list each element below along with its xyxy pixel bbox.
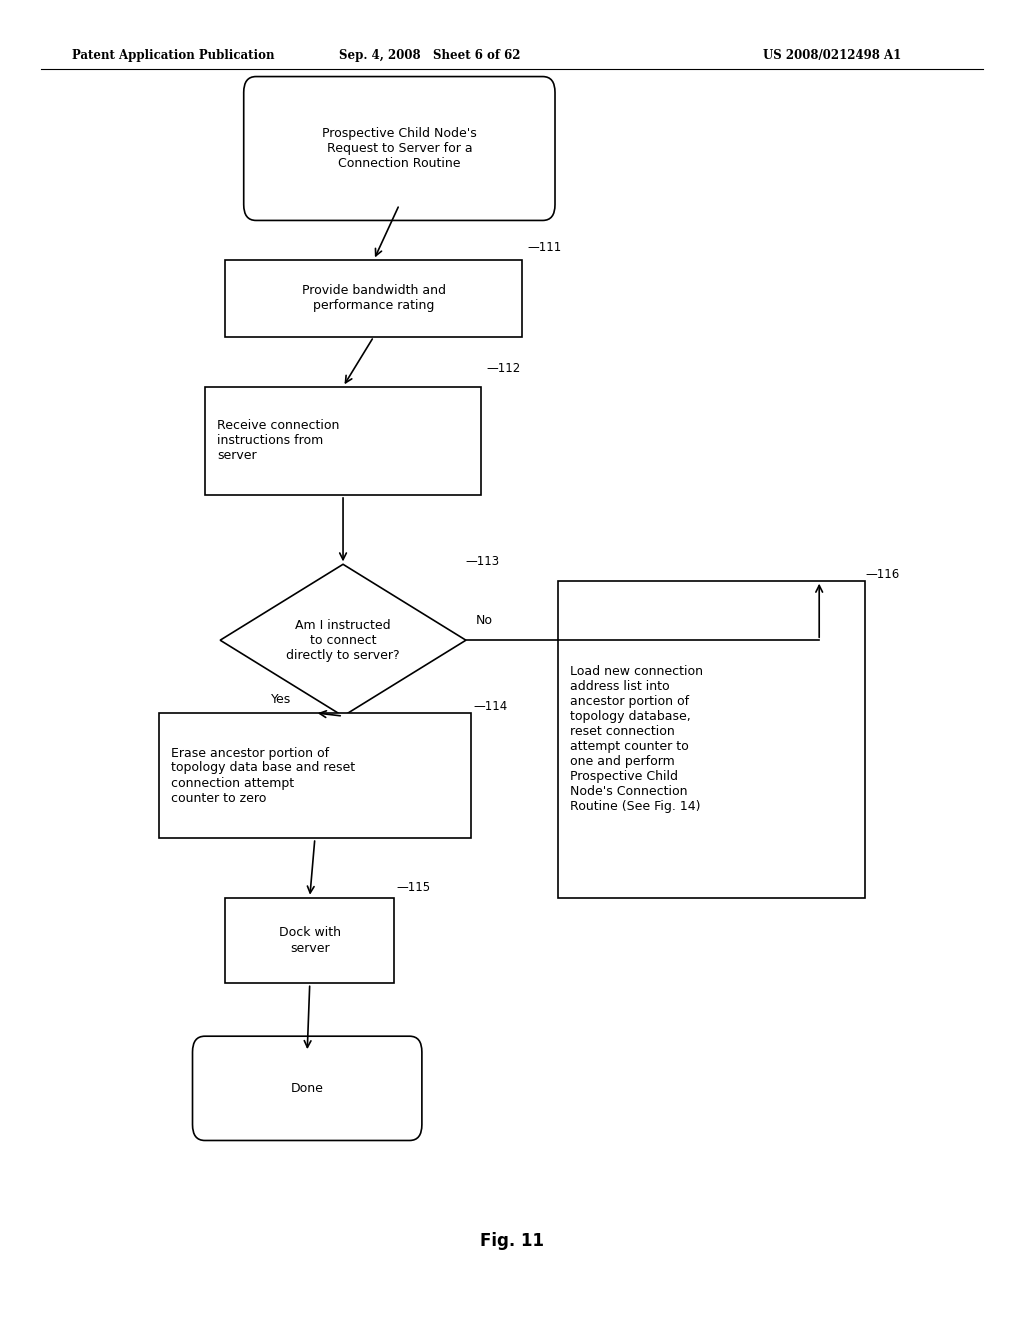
FancyBboxPatch shape — [244, 77, 555, 220]
Text: Patent Application Publication: Patent Application Publication — [72, 49, 274, 62]
Polygon shape — [220, 565, 466, 715]
Text: Done: Done — [291, 1082, 324, 1094]
Text: Yes: Yes — [271, 693, 292, 706]
FancyBboxPatch shape — [193, 1036, 422, 1140]
Text: No: No — [476, 614, 494, 627]
Bar — [225, 898, 394, 983]
Text: —115: —115 — [396, 880, 430, 894]
Text: US 2008/0212498 A1: US 2008/0212498 A1 — [763, 49, 901, 62]
Text: Prospective Child Node's
Request to Server for a
Connection Routine: Prospective Child Node's Request to Serv… — [322, 127, 477, 170]
Text: —114: —114 — [473, 700, 507, 713]
Text: —112: —112 — [486, 362, 520, 375]
Bar — [205, 387, 481, 495]
Text: —111: —111 — [527, 240, 561, 253]
Text: Provide bandwidth and
performance rating: Provide bandwidth and performance rating — [302, 284, 445, 313]
Text: Erase ancestor portion of
topology data base and reset
connection attempt
counte: Erase ancestor portion of topology data … — [171, 747, 355, 804]
Text: Receive connection
instructions from
server: Receive connection instructions from ser… — [217, 420, 340, 462]
Bar — [159, 713, 471, 838]
Text: Am I instructed
to connect
directly to server?: Am I instructed to connect directly to s… — [287, 619, 399, 661]
Text: Sep. 4, 2008   Sheet 6 of 62: Sep. 4, 2008 Sheet 6 of 62 — [339, 49, 521, 62]
Bar — [558, 581, 865, 898]
Text: —116: —116 — [865, 568, 899, 581]
Text: Fig. 11: Fig. 11 — [480, 1232, 544, 1250]
Bar — [225, 260, 522, 337]
Text: Dock with
server: Dock with server — [279, 927, 341, 954]
Text: —113: —113 — [466, 554, 500, 568]
Text: Load new connection
address list into
ancestor portion of
topology database,
res: Load new connection address list into an… — [570, 665, 703, 813]
